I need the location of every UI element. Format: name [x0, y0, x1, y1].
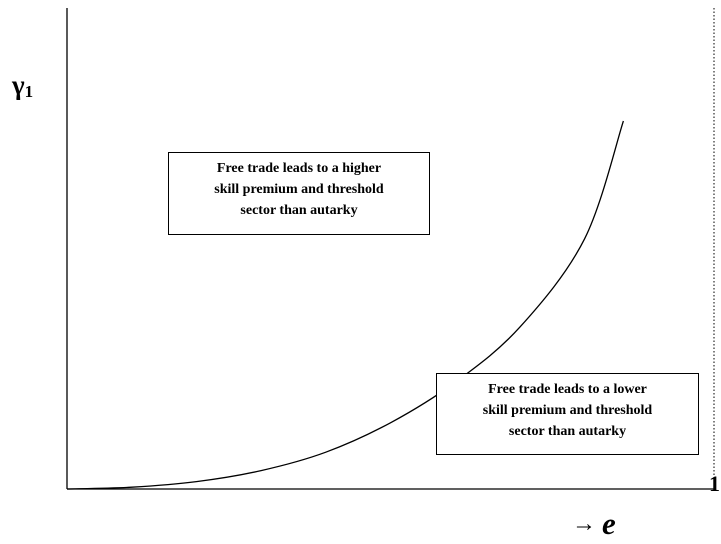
region-label-line: sector than autarky	[508, 424, 627, 439]
x-axis-max-label: 1	[709, 471, 720, 496]
region-label-line: sector than autarky	[240, 203, 358, 218]
region-label-line: skill premium and threshold	[214, 182, 384, 197]
region-label-line: Free trade leads to a lower	[488, 382, 647, 397]
region-label-line: Free trade leads to a higher	[216, 161, 382, 176]
region-label-line: skill premium and threshold	[482, 403, 653, 418]
y-axis-label: γ1	[12, 70, 34, 101]
x-axis-arrow: →	[572, 511, 596, 537]
region-label-lower: Free trade leads to a lower skill premiu…	[436, 373, 699, 455]
threshold-curve	[66, 120, 625, 490]
region-label-higher: Free trade leads to a higher skill premi…	[168, 152, 430, 235]
x-axis-label: e	[602, 506, 616, 541]
